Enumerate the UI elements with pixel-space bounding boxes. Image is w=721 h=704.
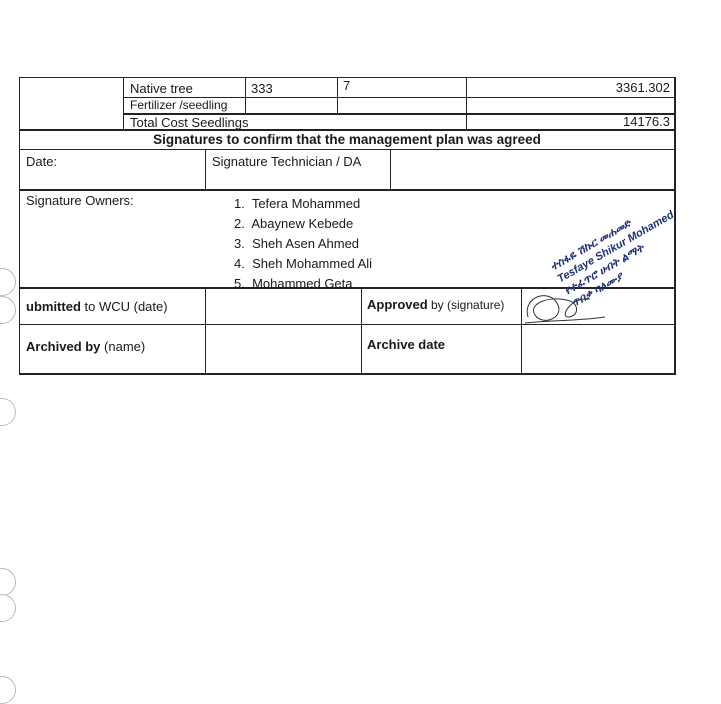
- item-quantity: 333: [251, 81, 273, 96]
- item-name: Fertilizer /seedling: [130, 98, 228, 112]
- archived-label: Archived by (name): [26, 339, 146, 354]
- owner-item: 2. Abaynew Kebede: [234, 216, 354, 231]
- owner-item: 4. Sheh Mohammed Ali: [234, 256, 373, 271]
- official-stamp: ተስፋዬ ሽኩር መሐመድ Tesfaye Shikur Mohamed የተፈጥሮ…: [548, 208, 677, 310]
- punch-hole: [0, 268, 16, 296]
- owner-item: 1. Tefera Mohammed: [234, 196, 361, 211]
- punch-hole: [0, 676, 16, 704]
- technician-label: Signature Technician / DA: [212, 154, 362, 169]
- owner-item: 5. Mohammed Geta: [234, 276, 353, 291]
- item-name: Native tree: [130, 81, 193, 96]
- date-label: Date:: [26, 154, 58, 169]
- owners-label: Signature Owners:: [26, 193, 134, 208]
- punch-hole: [0, 398, 16, 426]
- punch-hole: [0, 296, 16, 324]
- owner-item: 3. Sheh Asen Ahmed: [234, 236, 360, 251]
- approved-label: Approved by (signature): [367, 297, 505, 312]
- punch-hole: [0, 594, 16, 622]
- total-label: Total Cost Seedlings: [130, 115, 249, 130]
- punch-hole: [0, 568, 16, 596]
- item-unit: 7: [343, 78, 351, 93]
- item-total: 3361.302: [615, 80, 670, 95]
- total-value: 14176.3: [623, 114, 670, 129]
- archive-date-label: Archive date: [367, 337, 446, 352]
- signatures-heading: Signatures to confirm that the managemen…: [153, 132, 541, 147]
- submitted-label: ubmitted to WCU (date): [26, 299, 168, 314]
- handwritten-signature: [524, 295, 606, 324]
